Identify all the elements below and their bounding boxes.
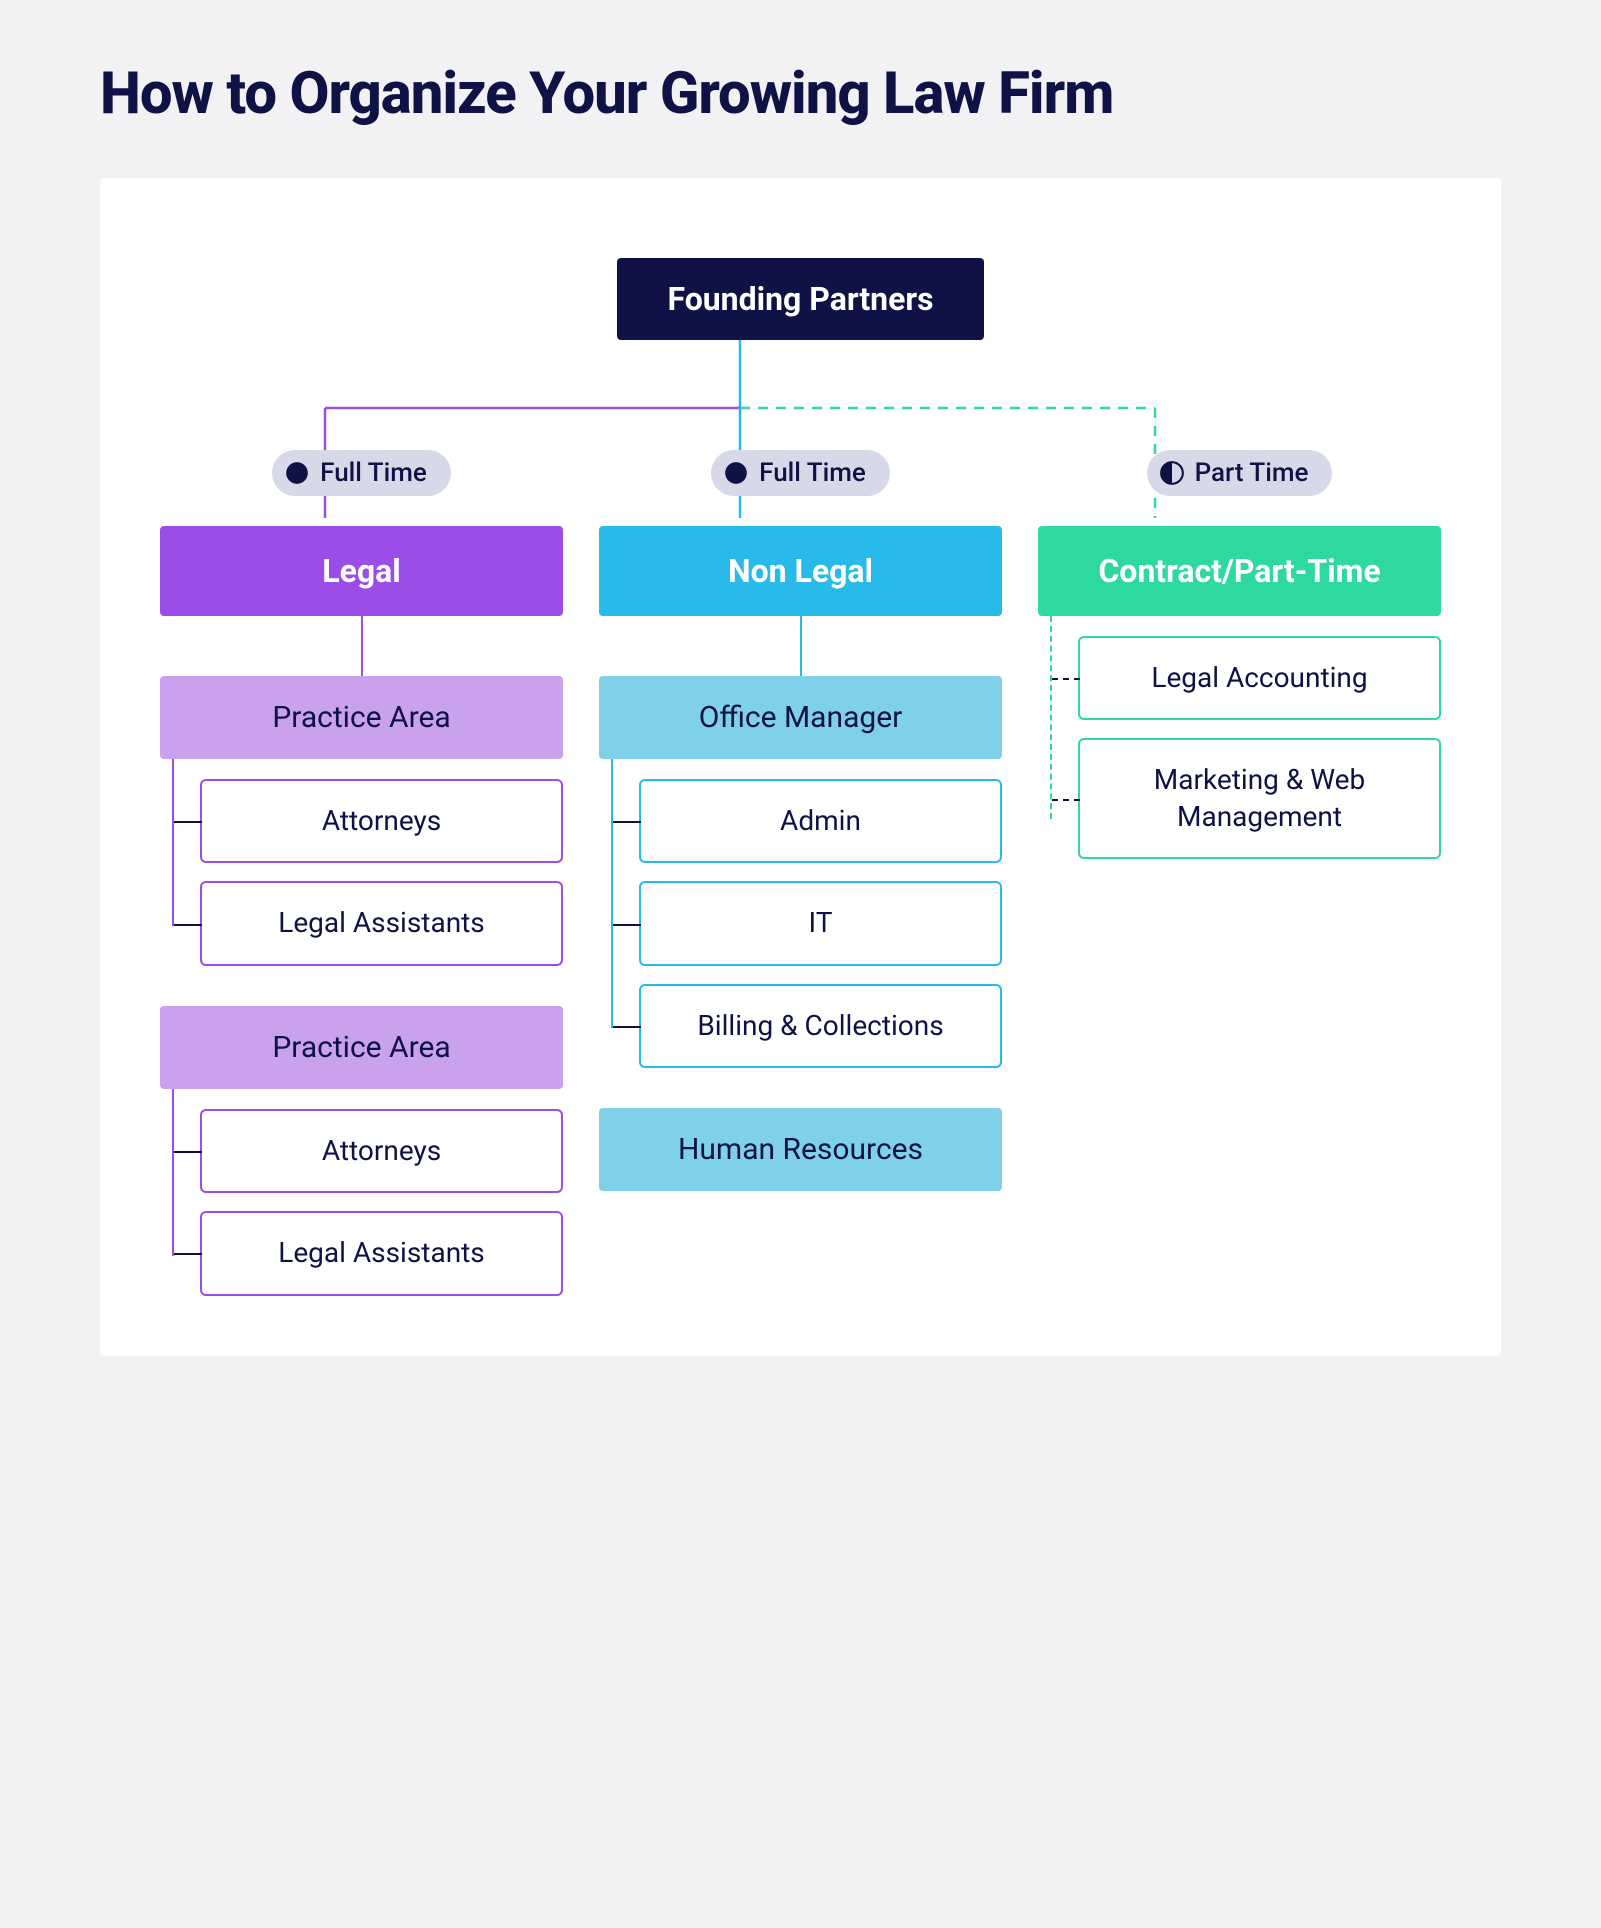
time-pill-legal: Full Time bbox=[272, 450, 451, 496]
practice-area-1-children: Attorneys Legal Assistants bbox=[160, 779, 563, 966]
child-attorneys-2: Attorneys bbox=[200, 1109, 563, 1193]
human-resources: Human Resources bbox=[599, 1108, 1002, 1191]
practice-area-2: Practice Area bbox=[160, 1006, 563, 1089]
child-marketing-web: Marketing & Web Management bbox=[1078, 738, 1441, 859]
time-pill-contract: Part Time bbox=[1147, 450, 1333, 496]
full-circle-icon bbox=[284, 460, 310, 486]
child-legal-assistants-2: Legal Assistants bbox=[200, 1211, 563, 1295]
founding-partners-box: Founding Partners bbox=[617, 258, 983, 340]
practice-area-2-children: Attorneys Legal Assistants bbox=[160, 1109, 563, 1296]
org-chart-card: Founding Partners Full Time Legal Practi… bbox=[100, 178, 1501, 1356]
child-legal-assistants-1: Legal Assistants bbox=[200, 881, 563, 965]
office-manager: Office Manager bbox=[599, 676, 1002, 759]
column-contract: Part Time Contract/Part-Time Legal Accou… bbox=[1038, 450, 1441, 1296]
child-it: IT bbox=[639, 881, 1002, 965]
practice-area-1: Practice Area bbox=[160, 676, 563, 759]
contract-children: Legal Accounting Marketing & Web Managem… bbox=[1038, 636, 1441, 859]
child-attorneys-1: Attorneys bbox=[200, 779, 563, 863]
column-nonlegal: Full Time Non Legal Office Manager Admin… bbox=[599, 450, 1002, 1296]
time-pill-nonlegal: Full Time bbox=[711, 450, 890, 496]
column-legal: Full Time Legal Practice Area Attorneys … bbox=[160, 450, 563, 1296]
category-legal: Legal bbox=[160, 526, 563, 616]
office-manager-children: Admin IT Billing & Collections bbox=[599, 779, 1002, 1068]
vconnect bbox=[800, 616, 802, 676]
page-title: How to Organize Your Growing Law Firm bbox=[100, 60, 1501, 128]
half-circle-icon bbox=[1159, 460, 1185, 486]
category-contract: Contract/Part-Time bbox=[1038, 526, 1441, 616]
category-nonlegal: Non Legal bbox=[599, 526, 1002, 616]
full-circle-icon bbox=[723, 460, 749, 486]
vconnect bbox=[361, 616, 363, 676]
child-admin: Admin bbox=[639, 779, 1002, 863]
pill-label: Full Time bbox=[759, 458, 866, 488]
pill-label: Full Time bbox=[320, 458, 427, 488]
columns: Full Time Legal Practice Area Attorneys … bbox=[160, 450, 1441, 1296]
root-row: Founding Partners bbox=[160, 258, 1441, 340]
child-billing: Billing & Collections bbox=[639, 984, 1002, 1068]
child-legal-accounting: Legal Accounting bbox=[1078, 636, 1441, 720]
pill-label: Part Time bbox=[1195, 458, 1309, 488]
